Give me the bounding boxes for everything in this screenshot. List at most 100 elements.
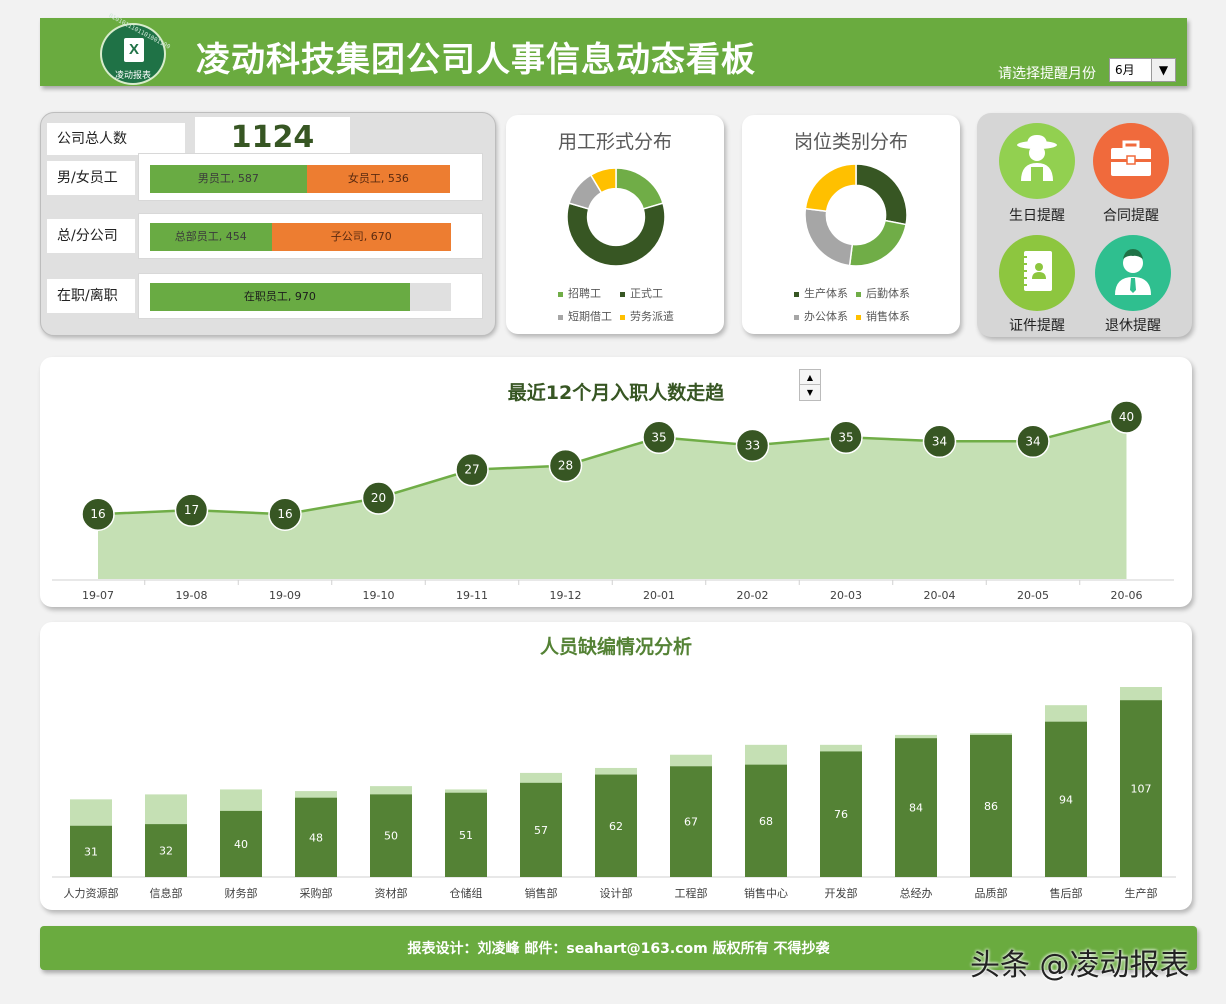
pie-slice	[804, 207, 854, 267]
x-tick-label: 19-11	[456, 589, 488, 602]
legend-label: 销售体系	[866, 310, 910, 323]
pie-slice	[848, 219, 907, 267]
legend-item: 销售体系	[856, 308, 910, 324]
bar-actual	[370, 794, 412, 877]
legend-swatch	[794, 314, 799, 320]
briefcase-icon	[1111, 140, 1151, 176]
legend-item: 劳务派遣	[620, 308, 674, 324]
position-chart-title: 岗位类别分布	[793, 131, 908, 153]
x-tick-label: 20-05	[1017, 589, 1049, 602]
x-tick-label: 19-10	[363, 589, 395, 602]
contract-reminder-label: 合同提醒	[1103, 208, 1159, 224]
contract-reminder-button[interactable]	[1093, 123, 1169, 199]
bar-actual	[670, 766, 712, 877]
branch-label: 总/分公司	[47, 219, 135, 253]
logo: 0101011101101001100 X 凌动报表	[100, 12, 171, 85]
x-tick-label: 19-12	[550, 589, 582, 602]
birthday-reminder-button[interactable]	[999, 123, 1075, 199]
bar-actual	[820, 751, 862, 877]
chart-title: 人员缺编情况分析	[540, 635, 692, 658]
hiring-trend-card: 最近12个月入职人数走趋 19-07 19-08 19-09 19-10 19-11 19-…	[40, 357, 1192, 607]
scroll-spinner[interactable]: ▲ ▼	[799, 369, 821, 401]
data-label: 40	[234, 838, 248, 851]
x-tick-label: 20-04	[924, 589, 956, 602]
bar-actual	[895, 738, 937, 877]
month-value: 6月	[1115, 63, 1135, 77]
data-label: 86	[984, 800, 998, 813]
data-label: 67	[684, 816, 698, 829]
bar-actual	[595, 774, 637, 877]
chevron-down-icon[interactable]: ▼	[1151, 59, 1175, 81]
data-point	[268, 497, 302, 531]
legend-label: 招聘工	[568, 287, 601, 300]
spinner-down-icon[interactable]: ▼	[806, 388, 814, 397]
chart-title: 最近12个月入职人数走趋	[508, 381, 725, 404]
hiring-trend-chart: 最近12个月入职人数走趋 19-07 19-08 19-09 19-10 19-11 19-…	[52, 381, 1174, 602]
gender-label: 男/女员工	[47, 161, 135, 195]
legend-item: 生产体系	[794, 285, 848, 301]
data-point	[455, 452, 489, 487]
legend-item: 正式工	[620, 285, 663, 301]
bar-actual	[145, 824, 187, 877]
data-label: 35	[651, 430, 666, 444]
legend-item: 办公体系	[794, 308, 848, 324]
legend-swatch	[856, 291, 861, 297]
retirement-reminder-button[interactable]	[1095, 235, 1171, 311]
x-tick-label: 19-07	[82, 589, 114, 602]
x-tick-label: 销售中心	[744, 886, 788, 900]
status-label: 在职/离职	[47, 279, 135, 313]
bar-segment: 女员工, 536	[306, 165, 450, 193]
farmer-icon	[1017, 135, 1057, 181]
data-label: 33	[745, 438, 760, 452]
x-tick-label: 20-03	[830, 589, 862, 602]
data-label: 16	[277, 507, 292, 521]
legend-swatch	[856, 314, 861, 320]
legend-label: 正式工	[630, 287, 663, 300]
x-tick-label: 20-06	[1111, 589, 1143, 602]
x-tick-label: 生产部	[1125, 886, 1158, 900]
data-point	[829, 420, 863, 454]
person-tie-icon	[1115, 249, 1151, 295]
data-label: 32	[159, 845, 173, 858]
x-tick-label: 财务部	[225, 886, 258, 900]
bar-segment: 子公司, 670	[271, 223, 451, 251]
legend-swatch	[558, 314, 563, 320]
data-label: 35	[838, 430, 853, 444]
x-tick-label: 品质部	[975, 886, 1008, 900]
legend-item: 短期借工	[558, 308, 612, 324]
status-bar: 在职员工, 970	[150, 283, 451, 311]
bar-segment: 在职员工, 970	[150, 283, 410, 311]
data-label: 76	[834, 808, 848, 821]
employment-donut	[566, 167, 666, 267]
pie-slice	[589, 167, 617, 194]
x-tick-label: 资材部	[375, 886, 408, 900]
legend-label: 后勤体系	[866, 287, 910, 300]
data-label: 34	[1025, 434, 1040, 448]
data-point	[174, 493, 209, 527]
spinner-up-icon[interactable]: ▲	[800, 370, 820, 385]
x-tick-label: 总经办	[900, 886, 933, 900]
x-tick-label: 人力资源部	[64, 886, 119, 900]
data-label: 40	[1119, 410, 1134, 424]
total-value: 1124	[195, 117, 350, 157]
data-label: 51	[459, 829, 473, 842]
data-label: 27	[464, 463, 479, 477]
area-fill	[98, 417, 1127, 579]
position-chart-card: 岗位类别分布 生产体系 后勤体系办公体系 销售体系	[742, 115, 960, 334]
total-label: 公司总人数	[47, 123, 185, 155]
legend-label: 劳务派遣	[630, 310, 674, 323]
data-point	[81, 497, 115, 531]
legend-item: 后勤体系	[856, 285, 910, 301]
document-reminder-button[interactable]	[999, 235, 1075, 311]
month-select[interactable]: 6月 ▼	[1109, 58, 1176, 82]
data-label: 94	[1059, 793, 1073, 806]
legend-swatch	[558, 291, 563, 297]
legend-label: 办公体系	[804, 310, 848, 323]
page-title: 凌动科技集团公司人事信息动态看板	[196, 40, 756, 80]
legend-label: 生产体系	[804, 287, 848, 300]
data-point	[922, 424, 957, 459]
watermark: 头条 @凌动报表	[970, 948, 1190, 983]
bar-segment: 总部员工, 454	[150, 223, 272, 251]
month-label: 请选择提醒月份	[998, 66, 1096, 82]
data-label: 17	[184, 503, 199, 517]
